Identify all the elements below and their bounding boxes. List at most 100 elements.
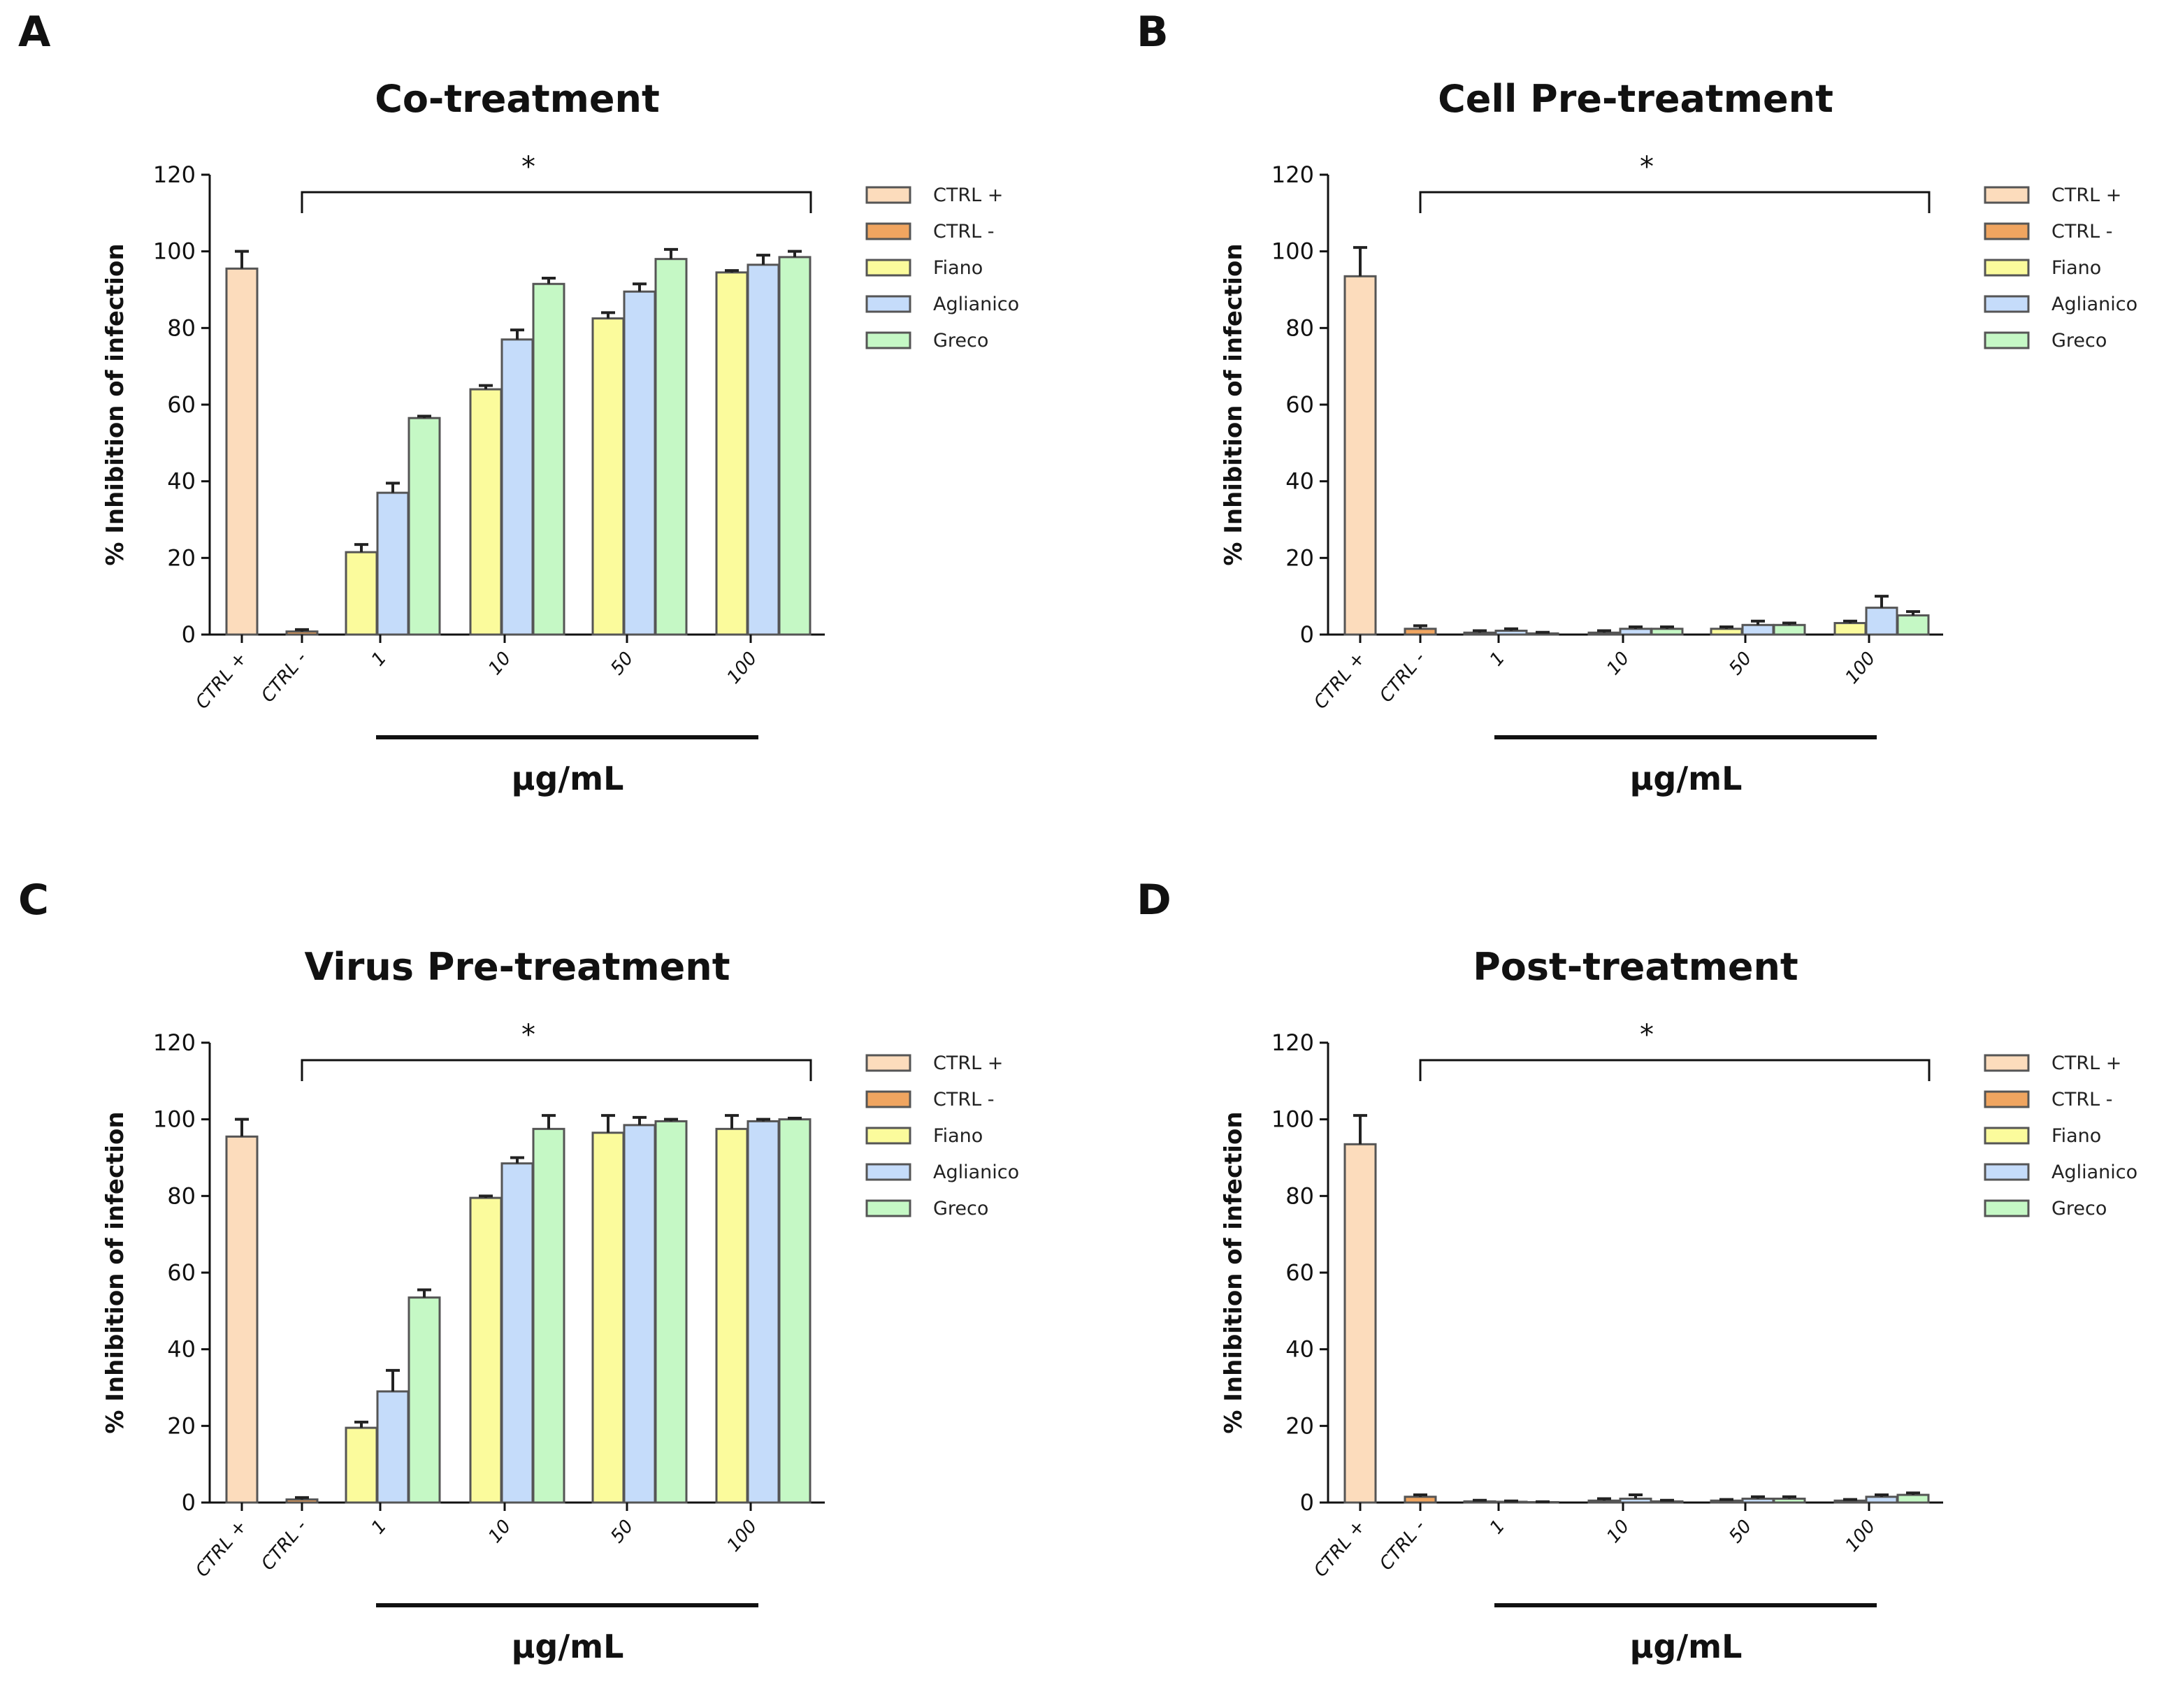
- y-tick-label: 0: [182, 1489, 196, 1516]
- bar-aglianico-100: [746, 263, 780, 636]
- bar-ctrl-pos: [225, 267, 259, 636]
- legend-swatch: [1984, 1090, 2030, 1108]
- x-tick-label: 10: [1603, 648, 1633, 679]
- bar-greco-100: [1896, 1493, 1930, 1504]
- y-tick-label: 0: [1300, 621, 1314, 648]
- y-axis-label: % Inhibition of infection: [1220, 243, 1248, 565]
- legend-swatch: [865, 222, 911, 240]
- x-tick-label: 50: [1725, 648, 1756, 679]
- x-tick-label: CTRL +: [192, 1516, 251, 1581]
- legend-swatch: [865, 186, 911, 204]
- y-tick-label: 20: [1285, 544, 1314, 571]
- x-tick-label: CTRL -: [257, 648, 311, 707]
- bar-fiano-10: [1587, 631, 1621, 636]
- bar-greco-1: [407, 1296, 441, 1504]
- legend-label: Aglianico: [933, 294, 1019, 315]
- panel-b: B Cell Pre-treatment % Inhibition of infe…: [1118, 0, 2171, 840]
- y-tick-label: 60: [1285, 1259, 1314, 1286]
- legend-label: Greco: [2051, 1198, 2107, 1220]
- y-tick-label: 20: [167, 1412, 196, 1439]
- y-axis-label: % Inhibition of infection: [101, 243, 129, 565]
- y-tick-label: 120: [1271, 161, 1314, 188]
- bar-fiano-10: [469, 1196, 503, 1504]
- bar-aglianico-50: [623, 290, 656, 636]
- bar-aglianico-10: [500, 338, 534, 636]
- x-tick-label: 10: [484, 1516, 515, 1547]
- y-tick-label: 0: [1300, 1489, 1314, 1516]
- legend-swatch: [865, 1054, 911, 1072]
- y-tick-label: 120: [153, 1029, 196, 1056]
- legend-label: CTRL +: [933, 1052, 1003, 1074]
- legend-label: Greco: [933, 330, 988, 352]
- bar-fiano-100: [1833, 622, 1867, 636]
- bar-fiano-50: [1710, 628, 1743, 636]
- legend-label: Greco: [2051, 330, 2107, 352]
- chart-svg-c: C Virus Pre-treatment % Inhibition of inf…: [18, 876, 1019, 1665]
- x-tick-label: 100: [723, 1516, 761, 1556]
- y-tick-label: 40: [1285, 468, 1314, 495]
- y-tick-label: 120: [1271, 1029, 1314, 1056]
- legend-label: CTRL -: [933, 221, 994, 243]
- legend-label: Aglianico: [2051, 1161, 2137, 1183]
- x-tick-label: 10: [484, 648, 515, 679]
- legend-label: Fiano: [933, 257, 983, 279]
- significance-bracket: [301, 1059, 812, 1081]
- bar-fiano-50: [591, 1131, 625, 1504]
- legend-swatch: [1984, 1127, 2030, 1145]
- legend-label: Fiano: [2051, 257, 2101, 279]
- y-tick-label: 80: [1285, 314, 1314, 341]
- y-axis-label: % Inhibition of infection: [101, 1111, 129, 1433]
- legend-label: CTRL -: [2051, 1089, 2112, 1110]
- legend-label: CTRL -: [933, 1089, 994, 1110]
- x-tick-label: 50: [607, 648, 637, 679]
- y-tick-label: 100: [153, 1106, 196, 1133]
- legend-label: Fiano: [933, 1125, 983, 1147]
- y-tick-label: 60: [167, 1259, 196, 1286]
- bar-aglianico-10: [1619, 1498, 1652, 1504]
- x-tick-label: 1: [368, 648, 391, 670]
- x-tick-label: 1: [1486, 1516, 1510, 1538]
- bar-greco-50: [654, 258, 688, 636]
- y-tick-label: 80: [1285, 1182, 1314, 1209]
- legend-swatch: [1984, 295, 2030, 313]
- x-tick-label: 50: [607, 1516, 637, 1547]
- y-tick-label: 60: [1285, 391, 1314, 418]
- y-tick-label: 80: [167, 1182, 196, 1209]
- chart-svg-d: D Post-treatment % Inhibition of infectio…: [1137, 876, 2137, 1665]
- y-tick-label: 60: [167, 391, 196, 418]
- x-tick-label: CTRL +: [1310, 648, 1369, 713]
- panel-letter: D: [1137, 876, 1171, 925]
- legend-swatch: [1984, 1054, 2030, 1072]
- bar-fiano-100: [715, 271, 749, 636]
- legend-swatch: [865, 1199, 911, 1217]
- plot-area-a: Co-treatment % Inhibition of infection 0 20…: [101, 77, 1019, 797]
- x-tick-label: 100: [723, 648, 761, 688]
- y-tick-label: 100: [1271, 1106, 1314, 1133]
- bar-ctrl-neg: [1404, 1496, 1437, 1504]
- bar-fiano-1: [345, 1426, 378, 1504]
- x-tick-label: 10: [1603, 1516, 1633, 1547]
- y-tick-label: 40: [167, 468, 196, 495]
- bar-ctrl-pos: [1343, 275, 1377, 636]
- y-tick-label: 100: [1271, 238, 1314, 265]
- legend-swatch: [1984, 1199, 2030, 1217]
- bar-greco-10: [532, 282, 565, 636]
- y-tick-label: 40: [1285, 1336, 1314, 1363]
- legend-swatch: [865, 1090, 911, 1108]
- legend-swatch: [1984, 259, 2030, 277]
- bar-greco-50: [1773, 1498, 1806, 1504]
- bar-greco-50: [1773, 623, 1806, 636]
- bar-greco-100: [1896, 614, 1930, 636]
- significance-bracket: [1419, 1059, 1931, 1081]
- legend-swatch: [865, 1163, 911, 1181]
- bar-fiano-1: [345, 551, 378, 636]
- bar-ctrl-pos: [225, 1135, 259, 1504]
- x-axis-unit-label: μg/mL: [512, 1628, 624, 1665]
- y-axis-label: % Inhibition of infection: [1220, 1111, 1248, 1433]
- panel-letter: C: [18, 876, 49, 925]
- bar-fiano-100: [1833, 1499, 1867, 1504]
- bar-fiano-50: [591, 317, 625, 636]
- legend-swatch: [865, 331, 911, 349]
- chart-title: Cell Pre-treatment: [1438, 77, 1833, 121]
- chart-svg-a: A Co-treatment % Inhibition of infection 0…: [18, 8, 1019, 797]
